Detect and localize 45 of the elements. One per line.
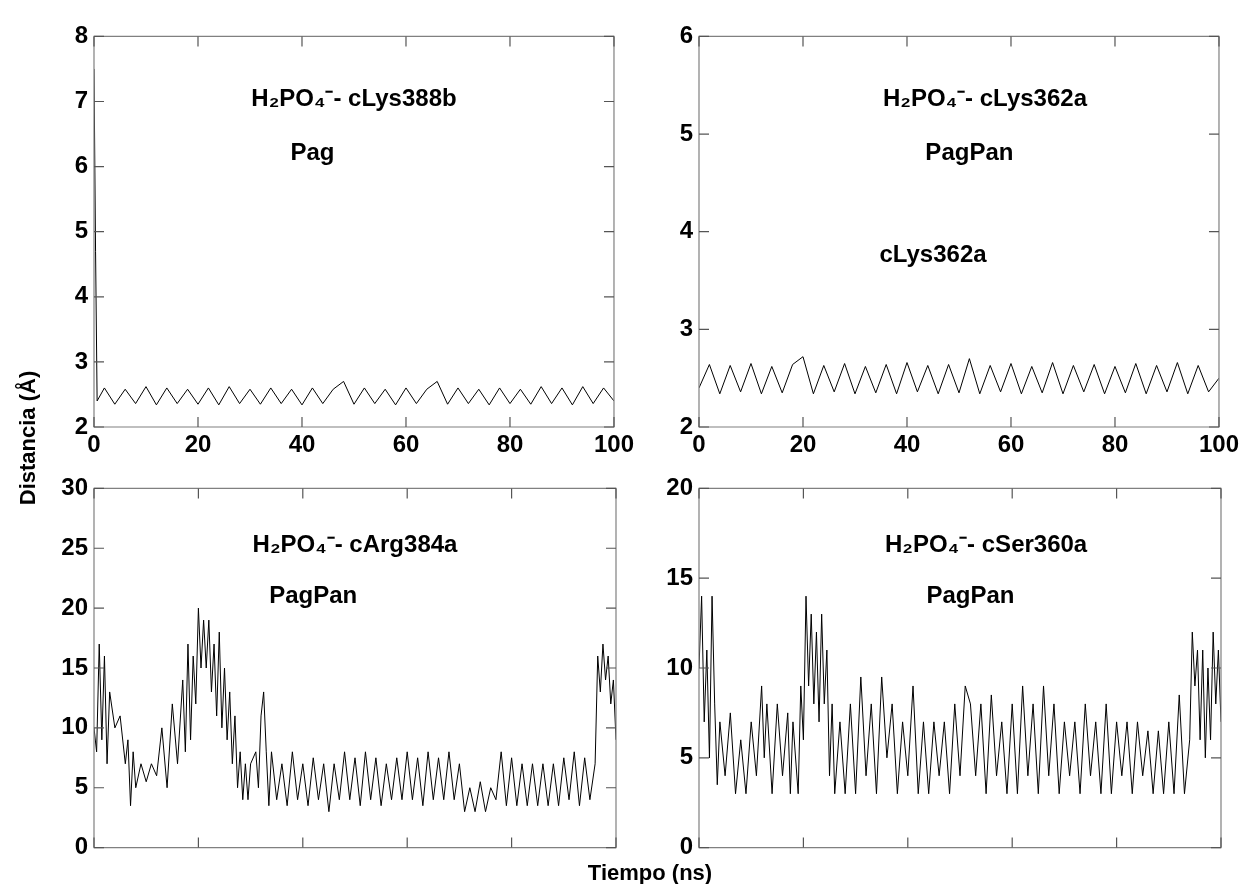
annotation: Pag	[290, 138, 335, 166]
x-tick-label: 20	[789, 430, 817, 458]
x-tick-label: 60	[392, 430, 420, 458]
y-tick-label: 30	[61, 473, 88, 501]
x-tick-label: 60	[997, 430, 1025, 458]
annotation: H₂PO₄⁻- cLys362a	[883, 83, 1088, 111]
annotation: H₂PO₄⁻- cArg384a	[252, 530, 459, 558]
y-tick-label: 10	[666, 652, 693, 680]
y-tick-label: 2	[74, 411, 88, 439]
annotation: PagPan	[926, 580, 1015, 608]
y-tick-label: 8	[74, 21, 88, 49]
x-tick-label: 100	[1198, 430, 1239, 458]
y-tick-label: 5	[679, 742, 693, 770]
y-tick-label: 10	[61, 712, 88, 740]
y-tick-label: 4	[679, 216, 694, 244]
y-tick-label: 5	[679, 118, 693, 146]
x-tick-label: 40	[893, 430, 921, 458]
y-tick-label: 20	[61, 592, 88, 620]
y-tick-label: 7	[74, 86, 88, 114]
x-tick-label: 80	[1101, 430, 1129, 458]
x-axis-title: Tiempo (ns)	[587, 860, 713, 884]
x-tick-label: 80	[496, 430, 524, 458]
x-tick-label: 20	[184, 430, 212, 458]
y-tick-label: 5	[74, 216, 88, 244]
y-tick-label: 3	[74, 346, 88, 374]
y-tick-label: 15	[61, 652, 88, 680]
y-tick-label: 2	[679, 411, 693, 439]
y-tick-label: 4	[74, 281, 89, 309]
y-tick-label: 0	[679, 832, 693, 860]
annotation: cLys362a	[879, 239, 988, 267]
annotation: PagPan	[925, 138, 1014, 166]
y-tick-label: 3	[679, 313, 693, 341]
annotation: H₂PO₄⁻- cSer360a	[885, 530, 1088, 558]
y-tick-label: 20	[666, 473, 693, 501]
x-tick-label: 100	[593, 430, 634, 458]
y-tick-label: 15	[666, 562, 693, 590]
y-tick-label: 6	[679, 21, 693, 49]
annotation: PagPan	[269, 580, 358, 608]
y-axis-title: Distancia (Å)	[15, 370, 41, 506]
y-tick-label: 5	[74, 772, 88, 800]
y-tick-label: 6	[74, 151, 88, 179]
y-tick-label: 25	[61, 532, 88, 560]
y-tick-label: 0	[74, 832, 88, 860]
x-tick-label: 40	[288, 430, 316, 458]
annotation: H₂PO₄⁻- cLys388b	[251, 83, 457, 111]
